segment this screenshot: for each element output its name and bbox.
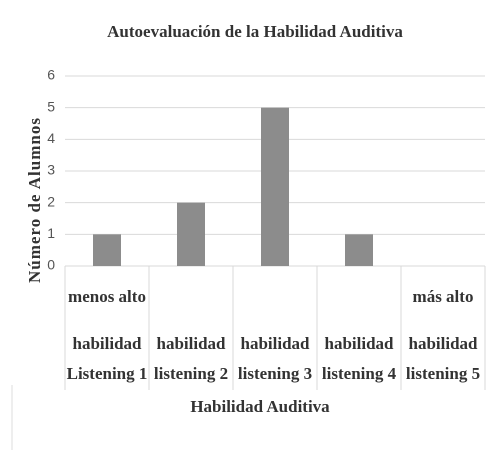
- x-tick-label: habilidad: [157, 334, 227, 353]
- bar: [345, 234, 373, 266]
- y-tick-label: 3: [47, 162, 55, 178]
- x-tick-label: más alto: [413, 287, 474, 306]
- x-tick-label: habilidad: [73, 334, 143, 353]
- y-tick-label: 0: [47, 257, 55, 273]
- y-tick-label: 2: [47, 193, 55, 209]
- bar: [261, 107, 289, 267]
- x-tick-label: listening 2: [154, 364, 228, 383]
- x-axis-label: Habilidad Auditiva: [190, 397, 330, 416]
- x-tick-label: habilidad: [409, 334, 479, 353]
- x-tick-label: listening 3: [238, 364, 312, 383]
- x-tick-label: listening 4: [322, 364, 397, 383]
- x-tick-label: menos alto: [68, 287, 146, 306]
- x-tick-label: Listening 1: [67, 364, 148, 383]
- chart-title: Autoevaluación de la Habilidad Auditiva: [107, 22, 403, 41]
- y-tick-label: 1: [47, 225, 55, 241]
- y-tick-label: 6: [47, 67, 55, 83]
- x-tick-label: habilidad: [241, 334, 311, 353]
- x-tick-label: listening 5: [406, 364, 480, 383]
- bar: [177, 202, 205, 266]
- y-axis-label: Número de Alumnos: [25, 117, 44, 283]
- y-tick-label: 4: [47, 130, 55, 146]
- y-tick-label: 5: [47, 98, 55, 114]
- bar: [93, 234, 121, 266]
- x-tick-label: habilidad: [325, 334, 395, 353]
